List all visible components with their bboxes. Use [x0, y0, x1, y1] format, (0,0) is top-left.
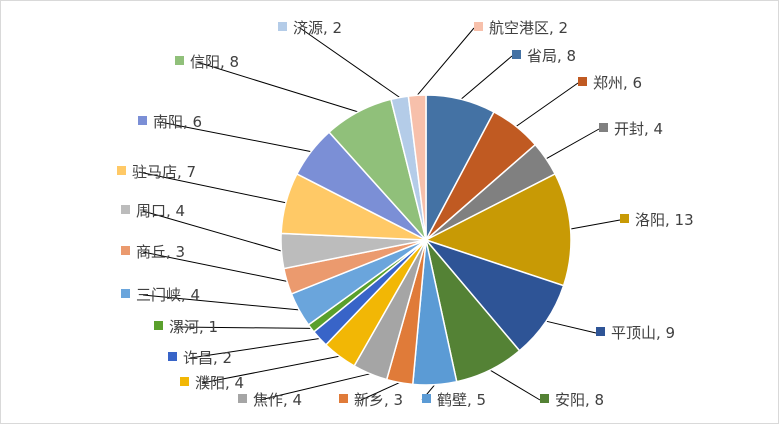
- label-key-12: [154, 321, 163, 330]
- leader-line-8: [360, 382, 400, 401]
- leader-line-16: [138, 171, 286, 204]
- data-label-16: 驻马店, 7: [132, 163, 196, 181]
- data-label-19: 济源, 2: [293, 19, 342, 37]
- leader-line-15: [142, 210, 282, 252]
- leader-line-11: [189, 338, 320, 359]
- leader-line-5: [545, 320, 597, 334]
- leader-line-6: [489, 369, 541, 401]
- leader-line-12: [175, 326, 312, 329]
- data-label-7: 鹤壁, 5: [437, 391, 486, 409]
- data-label-10: 濮阳, 4: [195, 374, 244, 392]
- leader-line-18: [196, 61, 359, 113]
- leader-line-20: [416, 27, 475, 96]
- data-label-3: 开封, 4: [614, 120, 663, 138]
- label-key-13: [121, 289, 130, 298]
- data-label-15: 周口, 4: [136, 202, 185, 220]
- label-key-15: [121, 205, 130, 214]
- label-key-8: [339, 394, 348, 403]
- leader-line-10: [201, 355, 340, 384]
- leader-line-17: [159, 121, 312, 153]
- label-key-19: [278, 22, 287, 31]
- pie-slice-20: [407, 94, 427, 241]
- data-label-8: 新乡, 3: [354, 391, 403, 409]
- leader-line-14: [142, 251, 288, 282]
- label-key-17: [138, 116, 147, 125]
- label-key-2: [578, 77, 587, 86]
- data-label-17: 南阳, 6: [153, 113, 202, 131]
- data-label-4: 洛阳, 13: [635, 211, 694, 229]
- label-key-3: [599, 123, 608, 132]
- leader-line-4: [570, 219, 621, 230]
- data-label-2: 郑州, 6: [593, 74, 642, 92]
- data-label-6: 安阳, 8: [555, 391, 604, 409]
- leader-line-19: [299, 27, 400, 98]
- label-key-11: [168, 352, 177, 361]
- data-labels: 省局, 8 郑州, 6 开封, 4 洛阳, 13 平顶山, 9 安阳, 8 鹤壁, 5 新乡,…: [117, 19, 694, 409]
- leader-line-13: [142, 294, 300, 311]
- label-key-5: [596, 327, 605, 336]
- label-key-20: [474, 22, 483, 31]
- leader-line-1: [460, 55, 513, 100]
- data-label-5: 平顶山, 9: [611, 324, 675, 342]
- label-key-18: [175, 56, 184, 65]
- label-key-7: [422, 394, 431, 403]
- data-label-18: 信阳, 8: [190, 53, 239, 71]
- label-key-14: [121, 246, 130, 255]
- data-label-11: 许昌, 2: [183, 349, 232, 367]
- label-key-10: [180, 377, 189, 386]
- data-label-9: 焦作, 4: [253, 391, 302, 409]
- label-key-16: [117, 166, 126, 175]
- label-key-4: [620, 214, 629, 223]
- data-label-1: 省局, 8: [527, 47, 576, 65]
- data-label-14: 商丘, 3: [136, 243, 185, 261]
- label-key-1: [512, 50, 521, 59]
- leader-line-9: [259, 373, 371, 401]
- label-key-9: [238, 394, 247, 403]
- pie-slice-4: [424, 172, 572, 287]
- data-label-20: 航空港区, 2: [489, 19, 568, 37]
- leader-line-3: [545, 128, 600, 160]
- data-label-13: 三门峡, 4: [136, 286, 200, 304]
- pie-slices: [280, 94, 572, 386]
- label-key-6: [540, 394, 549, 403]
- data-label-12: 漯河, 1: [169, 318, 218, 336]
- leader-line-2: [515, 82, 579, 127]
